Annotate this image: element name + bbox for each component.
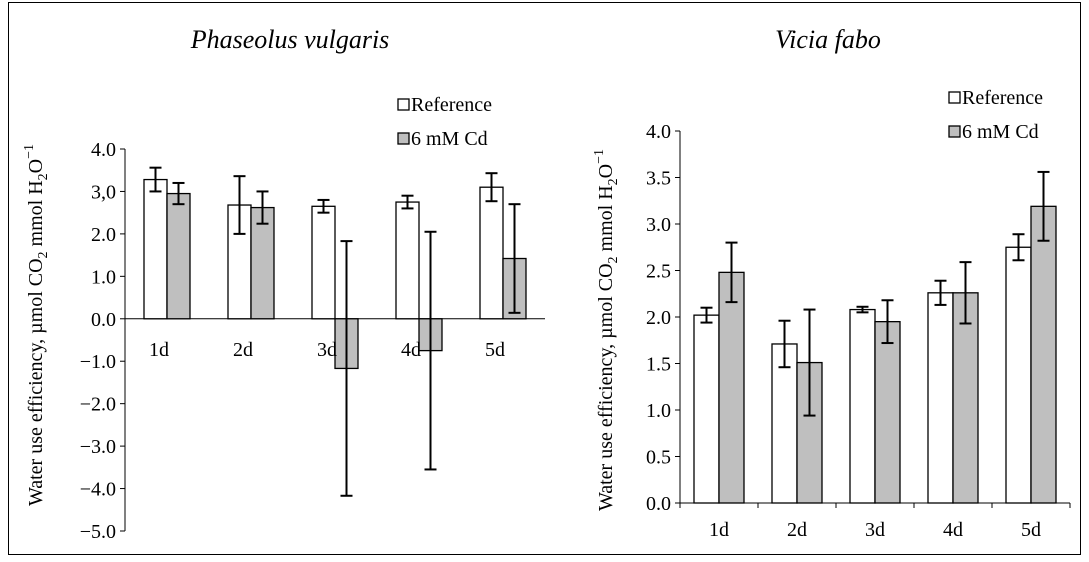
legend: Reference 6 mM Cd: [397, 94, 492, 150]
x-tick-label: 3d: [317, 339, 337, 361]
x-tick-label: 2d: [787, 519, 807, 541]
y-tick-label: 0.0: [646, 493, 671, 515]
bar-reference: [927, 292, 954, 504]
chart-phaseolus: Phaseolus vulgaris Water use efficiency,…: [22, 25, 545, 543]
x-tick-label: 5d: [1021, 519, 1041, 541]
y-tick-label: −1.0: [80, 351, 116, 373]
legend-label-reference: Reference: [962, 87, 1043, 109]
x-tick-label: 2d: [233, 339, 253, 361]
y-tick-label: 0.0: [91, 309, 116, 331]
legend-swatch-reference: [397, 98, 410, 111]
bar-reference: [479, 186, 504, 320]
y-tick-label: −4.0: [80, 479, 116, 501]
legend: Reference 6 mM Cd: [948, 87, 1043, 143]
bar-cd: [166, 192, 191, 320]
y-tick-label: −3.0: [80, 436, 116, 458]
bar-reference: [771, 343, 798, 504]
legend-label-cd: 6 mM Cd: [411, 128, 488, 150]
bar-cd: [718, 271, 745, 504]
y-tick-label: 3.0: [646, 214, 671, 236]
y-axis-label: Water use efficiency, µmol CO2 mmol H2O−…: [592, 149, 621, 511]
y-tick-label: 0.5: [646, 447, 671, 469]
legend-swatch-reference: [948, 91, 961, 104]
y-tick-label: 1.0: [91, 266, 116, 288]
x-tick-label: 3d: [865, 519, 885, 541]
y-axis-label: Water use efficiency, µmol CO2 mmol H2O−…: [22, 144, 51, 506]
chart-title: Vicia fabo: [775, 25, 881, 54]
x-tick-label: 5d: [485, 339, 505, 361]
y-tick-label: −5.0: [80, 521, 116, 543]
y-tick-label: 2.5: [646, 261, 671, 283]
bar-reference: [849, 308, 876, 504]
chart-vicia: Vicia fabo Water use efficiency, µmol CO…: [592, 25, 1071, 541]
chart-title: Phaseolus vulgaris: [190, 25, 390, 54]
legend-label-reference: Reference: [411, 94, 492, 116]
y-tick-label: 1.5: [646, 354, 671, 376]
y-tick-label: 4.0: [91, 139, 116, 161]
figure-frame: [8, 2, 1081, 555]
x-tick-label: 4d: [401, 339, 421, 361]
bar-reference: [311, 205, 336, 320]
y-tick-label: 4.0: [646, 121, 671, 143]
y-tick-label: 2.0: [646, 307, 671, 329]
x-tick-label: 4d: [943, 519, 963, 541]
x-tick-label: 1d: [709, 519, 729, 541]
bar-cd: [1030, 205, 1057, 504]
bar-reference: [1005, 246, 1032, 504]
bar-cd: [874, 320, 901, 504]
y-tick-label: 3,0: [91, 181, 116, 203]
y-tick-label: 1.0: [646, 400, 671, 422]
bar-reference: [693, 314, 720, 504]
y-tick-label: 3.5: [646, 168, 671, 190]
y-tick-label: −2.0: [80, 394, 116, 416]
bar-reference: [143, 178, 168, 320]
bar-reference: [395, 201, 420, 320]
legend-swatch-cd: [397, 132, 410, 145]
y-tick-label: 2.0: [91, 224, 116, 246]
x-tick-label: 1d: [149, 339, 169, 361]
legend-label-cd: 6 mM Cd: [962, 121, 1039, 143]
legend-swatch-cd: [948, 125, 961, 138]
